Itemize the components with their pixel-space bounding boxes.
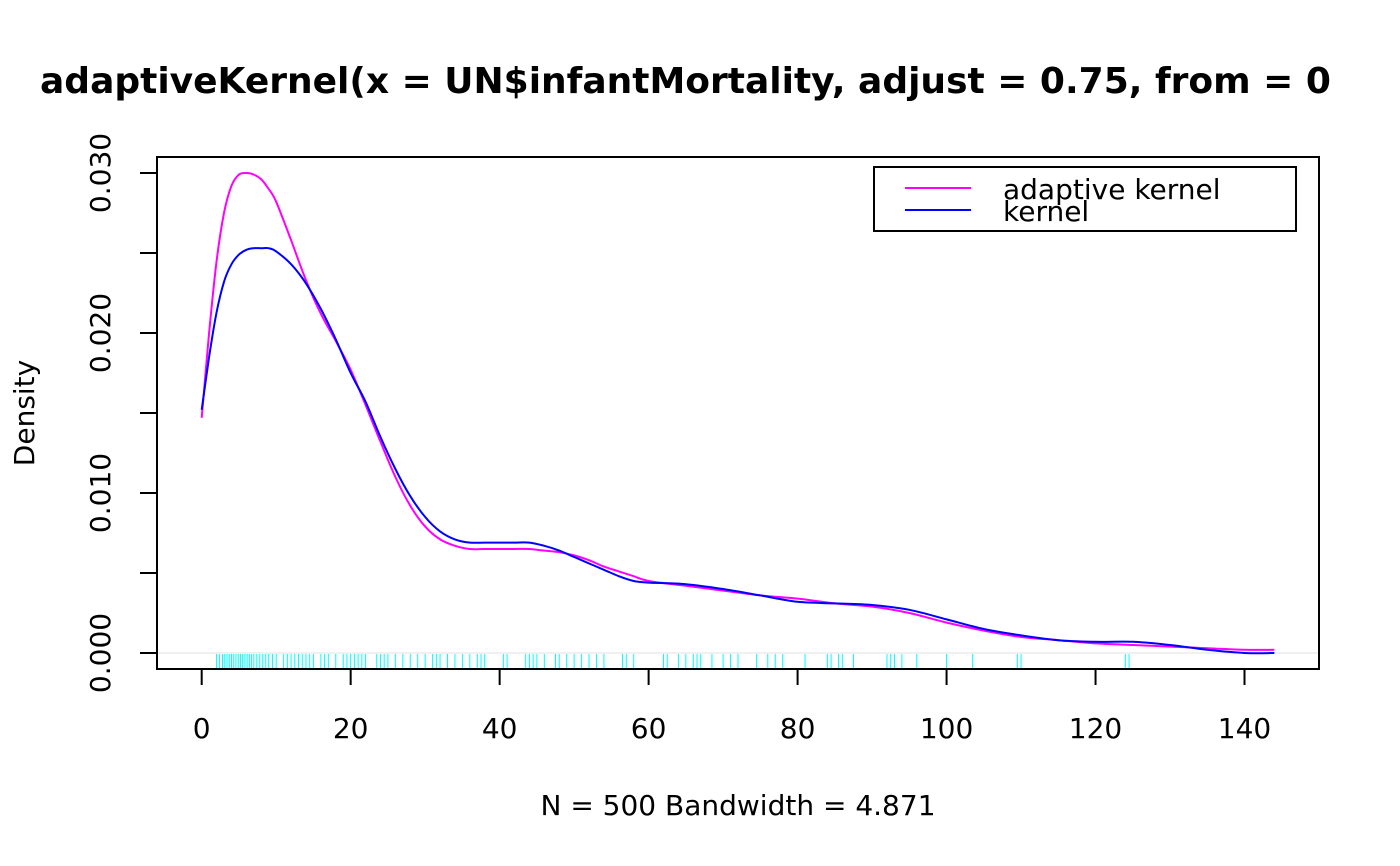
x-tick-label: 120 — [1069, 712, 1122, 745]
legend-label-kernel: kernel — [1003, 195, 1089, 228]
x-tick-label: 20 — [333, 712, 369, 745]
y-axis-label: Density — [8, 360, 41, 466]
series-layer — [200, 171, 1275, 655]
y-tick-label: 0.010 — [84, 453, 117, 533]
series-line-kernel — [200, 246, 1275, 655]
legend-label-adaptive-kernel: adaptive kernel — [1003, 173, 1221, 206]
y-tick-label: 0.030 — [84, 133, 117, 213]
y-axis: 0.000 0.010 0.020 0.030 — [84, 133, 158, 693]
rug-layer — [216, 654, 1130, 668]
x-tick-label: 100 — [920, 712, 973, 745]
x-axis: 0 20 40 60 80 100 120 140 — [193, 668, 1271, 745]
x-tick-label: 40 — [482, 712, 518, 745]
x-tick-label: 140 — [1218, 712, 1271, 745]
y-tick-label: 0.000 — [84, 613, 117, 693]
legend-box — [873, 166, 1297, 232]
legend: adaptive kernel kernel — [873, 166, 1297, 232]
chart-title: adaptiveKernel(x = UN$infantMortality, a… — [40, 61, 1331, 102]
x-tick-label: 80 — [780, 712, 816, 745]
series-line-adaptive-kernel — [200, 171, 1275, 651]
y-tick-label: 0.020 — [84, 293, 117, 373]
x-tick-label: 0 — [193, 712, 211, 745]
x-axis-label: N = 500 Bandwidth = 4.871 — [540, 789, 935, 822]
x-tick-label: 60 — [631, 712, 667, 745]
